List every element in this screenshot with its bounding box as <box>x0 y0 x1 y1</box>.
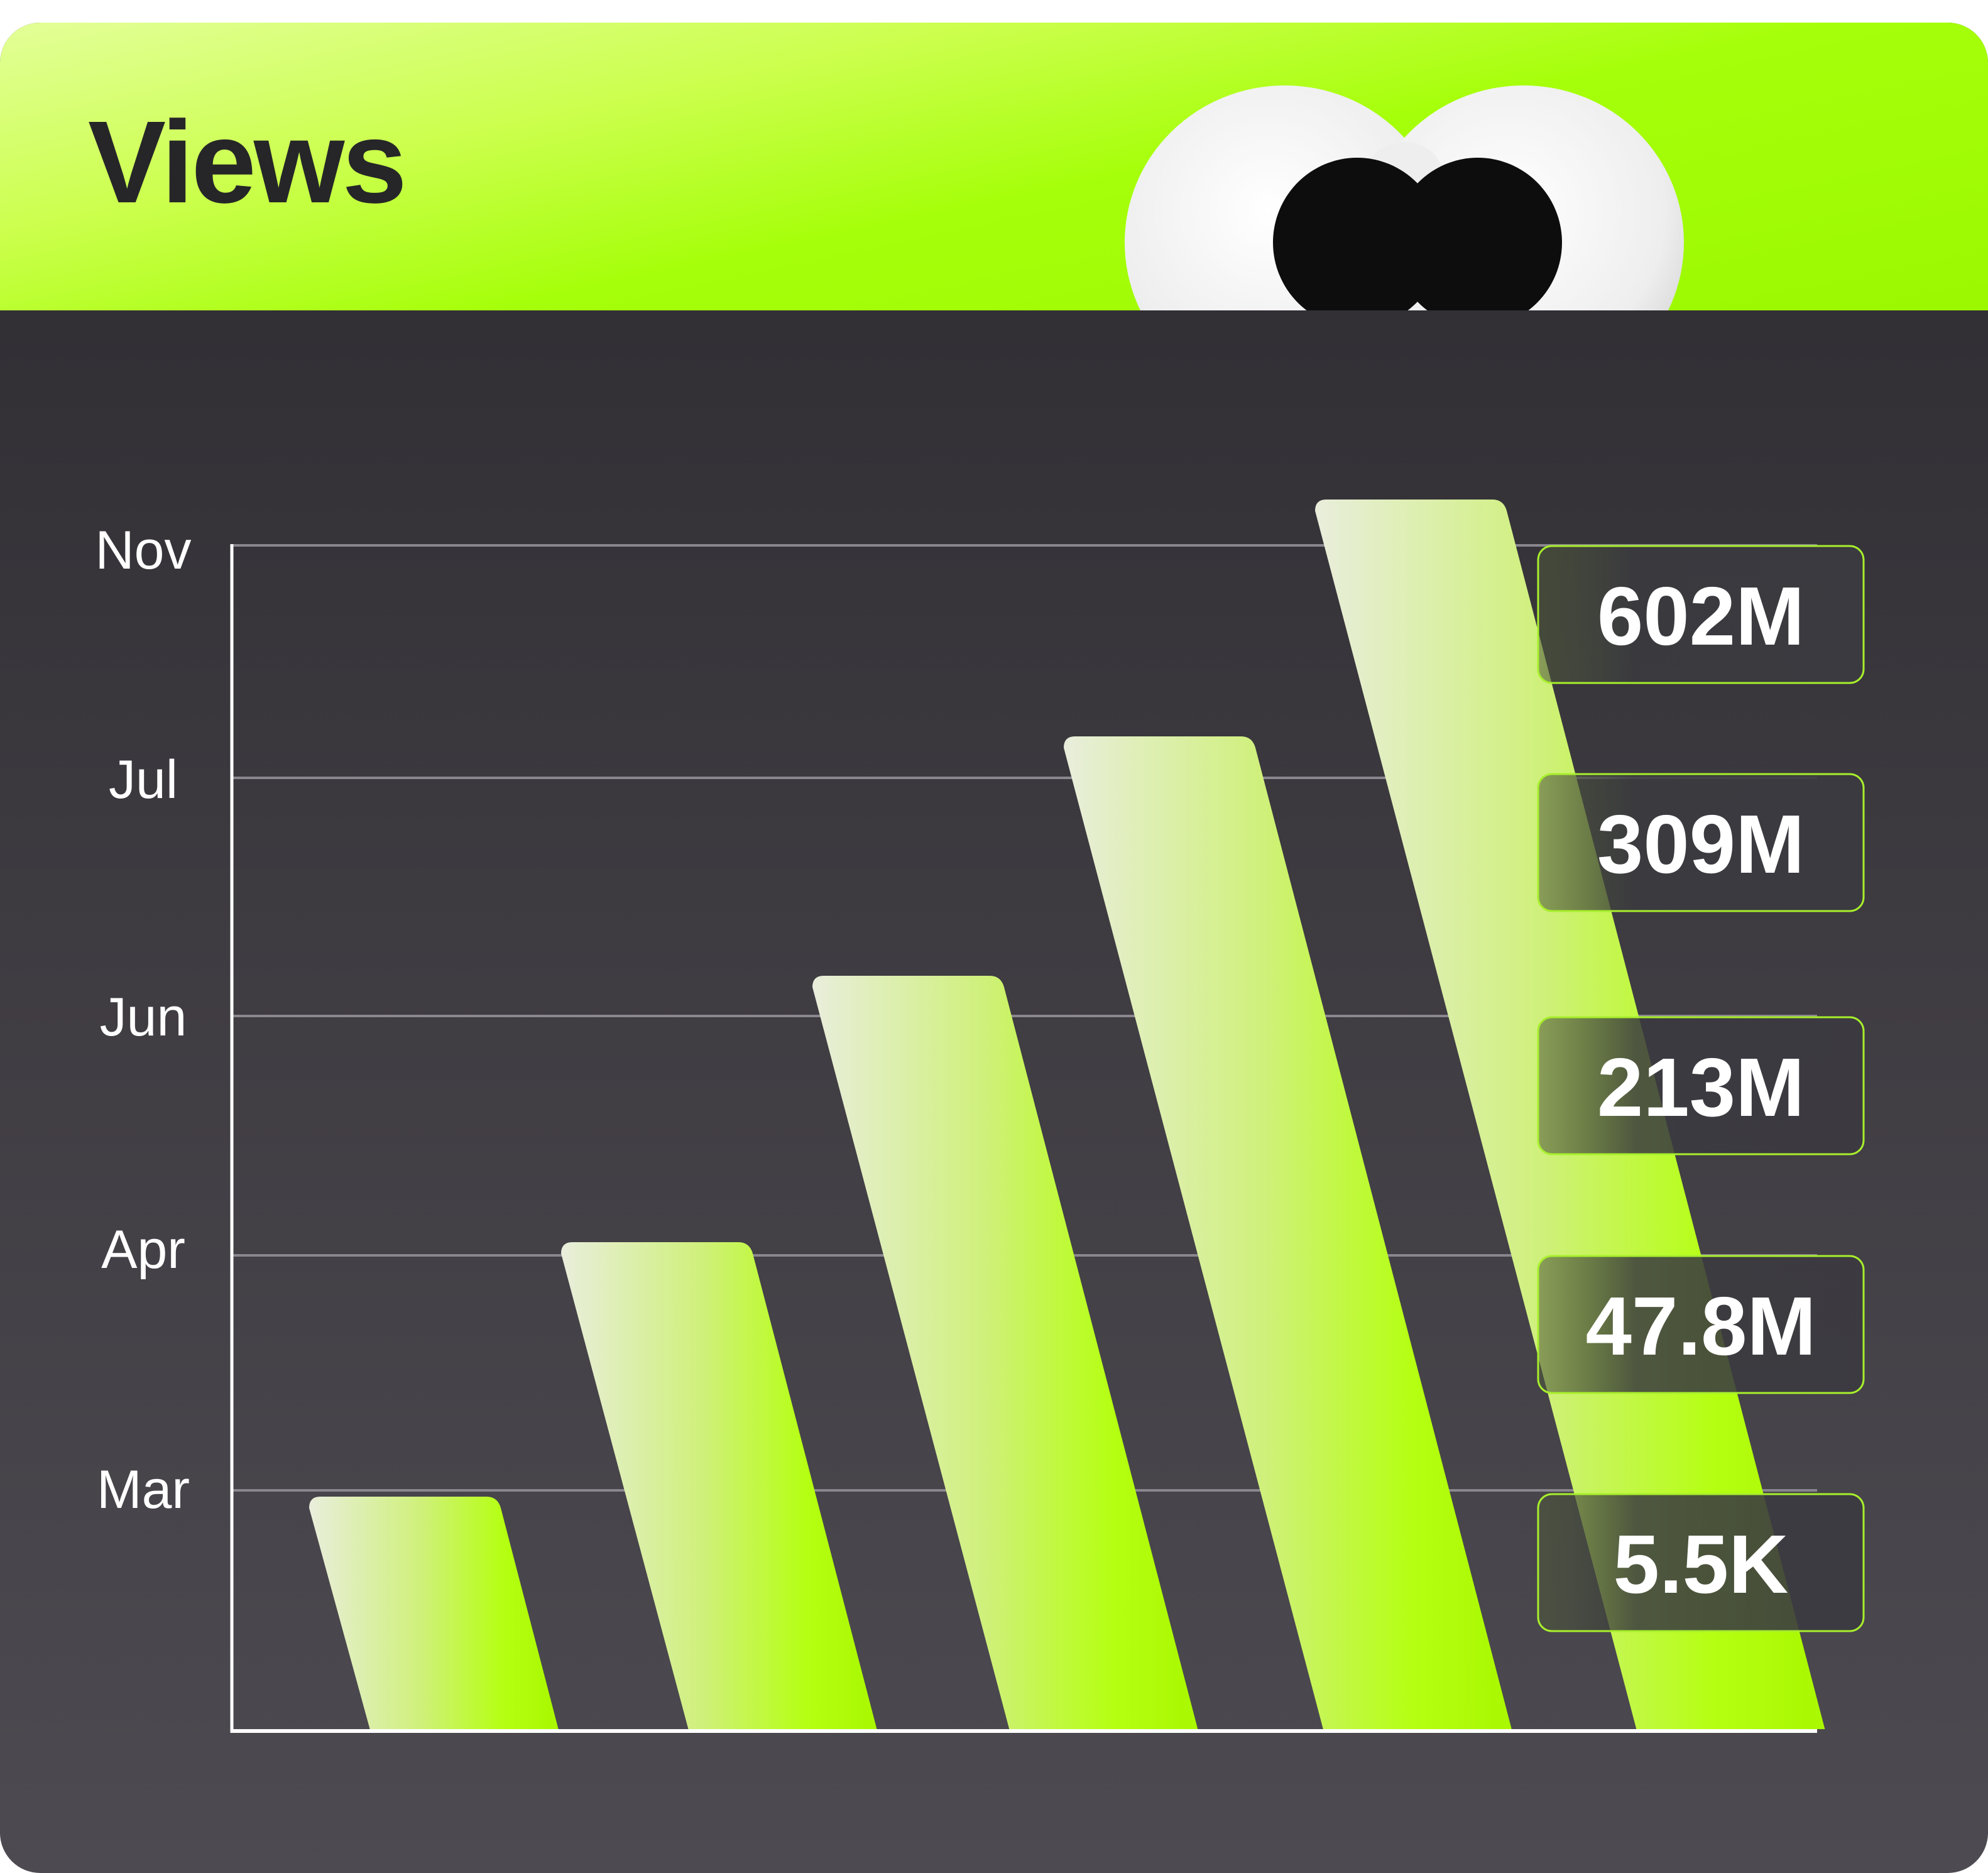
chart-axes <box>230 544 1817 1733</box>
page-title: Views <box>88 97 407 227</box>
card-header: Views <box>0 23 1988 310</box>
bar-jun <box>812 976 1198 1729</box>
value-label: 602M <box>1597 570 1805 662</box>
value-label: 5.5K <box>1614 1518 1789 1610</box>
value-label-box <box>1537 1493 1865 1632</box>
y-axis-tick-label: Jun <box>100 987 187 1047</box>
value-label-box <box>1537 1016 1865 1155</box>
bar-apr <box>561 1242 877 1729</box>
bar-jul <box>1064 736 1512 1729</box>
value-labels: 602M 309M 213M 47.8M 5.5K <box>1537 545 1865 1632</box>
y-axis-tick-label: Jul <box>109 750 178 810</box>
value-label: 213M <box>1597 1041 1805 1133</box>
y-axis-tick-label: Apr <box>101 1220 185 1280</box>
value-label-box <box>1537 545 1865 684</box>
value-label: 47.8M <box>1586 1280 1816 1372</box>
bar-mar <box>309 1497 559 1729</box>
y-axis-labels: Nov Jul Jun Apr Mar <box>96 520 192 1520</box>
value-label-box <box>1537 1255 1865 1394</box>
value-label-box <box>1537 773 1865 912</box>
value-label: 309M <box>1597 798 1805 890</box>
y-axis-tick-label: Nov <box>96 520 192 581</box>
googly-eyes-icon <box>1125 85 1684 310</box>
y-axis-tick-label: Mar <box>97 1460 190 1520</box>
